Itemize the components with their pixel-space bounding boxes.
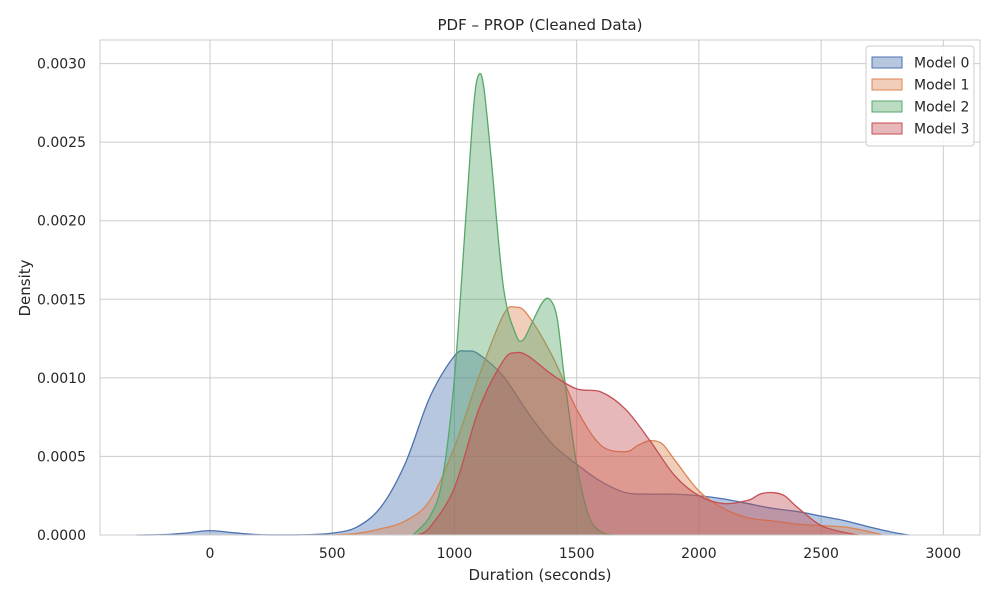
y-tick-label: 0.0010 [37, 371, 86, 387]
y-tick-label: 0.0015 [37, 292, 86, 308]
model-1-line [332, 305, 883, 536]
chart-title: PDF – PROP (Cleaned Data) [438, 16, 643, 34]
x-tick-label: 2500 [803, 546, 839, 562]
model-2-legend-label: Model 2 [914, 100, 969, 116]
y-tick-label: 0.0005 [37, 449, 86, 465]
series-layer [136, 72, 910, 536]
model-3-line [417, 351, 858, 536]
model-0-area [136, 350, 910, 535]
model-2-line [412, 72, 614, 536]
plot-frame [99, 39, 981, 536]
model-0-legend-label: Model 0 [914, 56, 969, 72]
y-tick-label: 0.0025 [37, 135, 86, 151]
model-3-legend-swatch [871, 122, 903, 135]
y-tick-label: 0.0020 [37, 214, 86, 230]
y-tick-label: 0.0030 [37, 57, 86, 73]
y-tick-labels: 0.0000 0.0005 0.0010 0.0015 0.0020 0.0025 0.00… [37, 57, 86, 544]
x-tick-labels: 0 500 1000 1500 2000 2500 3000 [206, 546, 962, 562]
x-tick-label: 1000 [437, 546, 473, 562]
model-2-legend-swatch [871, 100, 903, 113]
model-0-legend-swatch [871, 56, 903, 69]
legend: Model 0 Model 1 Model 2 Model 3 [865, 45, 975, 147]
model-1-legend-swatch [871, 78, 903, 91]
model-2-area [412, 73, 614, 535]
legend-box [865, 45, 975, 147]
model-1-area [332, 306, 883, 535]
x-axis-label: Duration (seconds) [469, 566, 612, 584]
model-3-area [417, 352, 858, 535]
x-tick-label: 0 [206, 546, 215, 562]
x-tick-label: 2000 [681, 546, 717, 562]
x-tick-label: 500 [319, 546, 346, 562]
x-tick-label: 3000 [926, 546, 962, 562]
x-tick-label: 1500 [559, 546, 595, 562]
model-1-legend-label: Model 1 [914, 78, 969, 94]
model-3-legend-label: Model 3 [914, 122, 969, 138]
y-tick-label: 0.0000 [37, 528, 86, 544]
y-axis-label: Density [16, 259, 34, 316]
grid [100, 40, 980, 536]
